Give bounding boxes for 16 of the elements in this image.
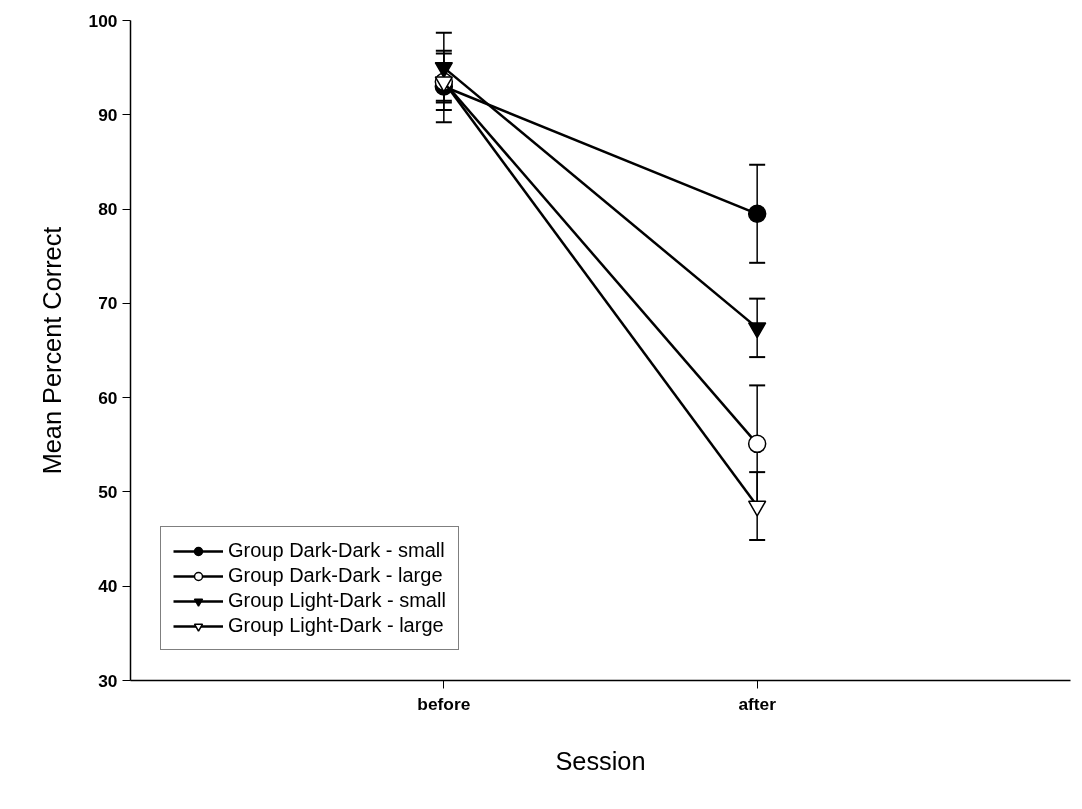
x-tick-label: after	[738, 693, 777, 714]
legend-label: Group Light-Dark - large	[228, 614, 444, 637]
y-tick-label: 50	[98, 481, 118, 502]
y-tick-label: 60	[98, 387, 118, 408]
y-tick-label: 80	[98, 199, 118, 220]
legend-label: Group Dark-Dark - large	[228, 564, 443, 587]
y-tick-label: 40	[98, 576, 118, 597]
legend-label: Group Dark-Dark - small	[228, 539, 445, 562]
y-axis-title: Mean Percent Correct	[37, 226, 66, 475]
y-tick-label: 30	[98, 670, 118, 691]
y-tick-label: 70	[98, 293, 118, 314]
y-tick-label: 90	[98, 104, 118, 125]
x-tick-label: before	[417, 693, 471, 714]
y-tick-label: 100	[88, 10, 118, 31]
x-axis-title: Session	[555, 746, 646, 775]
legend-label: Group Light-Dark - small	[228, 589, 446, 612]
